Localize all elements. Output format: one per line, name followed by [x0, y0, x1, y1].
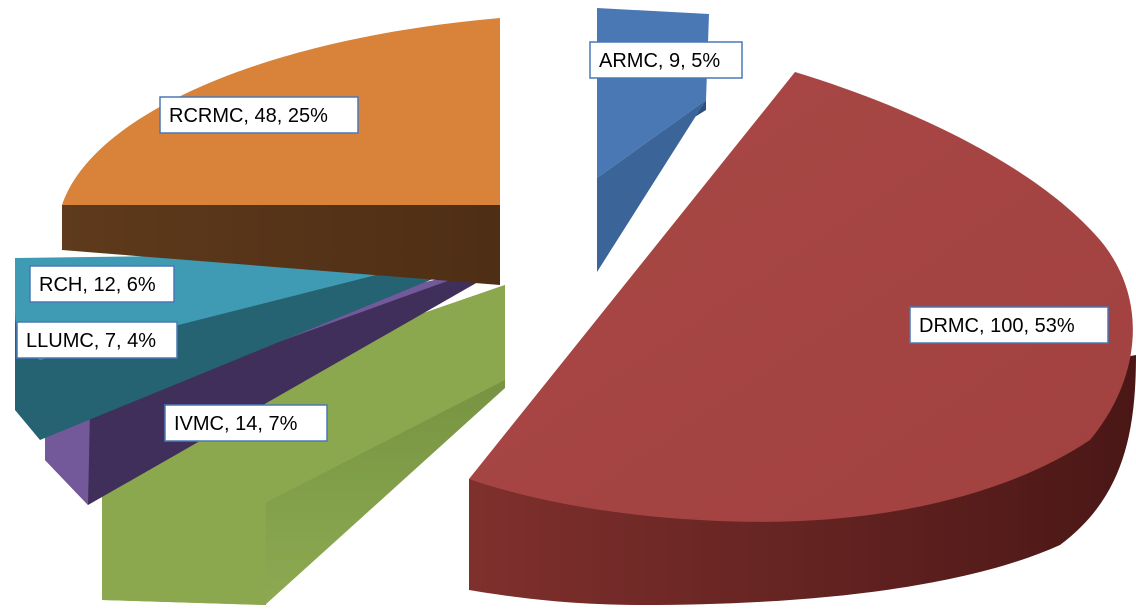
data-label-box-rch [29, 265, 175, 303]
slice-rcrmc-face-0 [62, 205, 500, 285]
data-label-text-ivmc: IVMC, 14, 7% [174, 413, 298, 435]
data-label-box-ivmc [164, 404, 328, 442]
data-label-box-armc [589, 41, 743, 79]
data-label-text-drmc: DRMC, 100, 53% [919, 315, 1075, 337]
data-label-box-drmc [909, 306, 1109, 344]
slice-rcrmc [62, 18, 500, 285]
data-label-rcrmc: RCRMC, 48, 25% [159, 96, 359, 134]
data-label-text-rch: RCH, 12, 6% [39, 274, 156, 296]
data-label-rch: RCH, 12, 6% [29, 265, 175, 303]
data-label-ivmc: IVMC, 14, 7% [164, 404, 328, 442]
slice-drmc [469, 72, 1136, 605]
data-label-armc: ARMC, 9, 5% [589, 41, 743, 79]
data-label-box-rcrmc [159, 96, 359, 134]
data-label-box-llumc [16, 321, 178, 359]
data-label-llumc: LLUMC, 7, 4% [16, 321, 178, 359]
data-label-text-llumc: LLUMC, 7, 4% [26, 330, 156, 352]
slice-ivmc-face-1 [102, 285, 505, 510]
slice-llumc-face-0 [45, 270, 478, 505]
data-label-text-armc: ARMC, 9, 5% [599, 50, 720, 72]
data-label-drmc: DRMC, 100, 53% [909, 306, 1109, 344]
slice-armc-face-2 [597, 100, 706, 272]
slice-drmc-face-1 [469, 72, 1133, 522]
data-label-text-rcrmc: RCRMC, 48, 25% [169, 105, 328, 127]
